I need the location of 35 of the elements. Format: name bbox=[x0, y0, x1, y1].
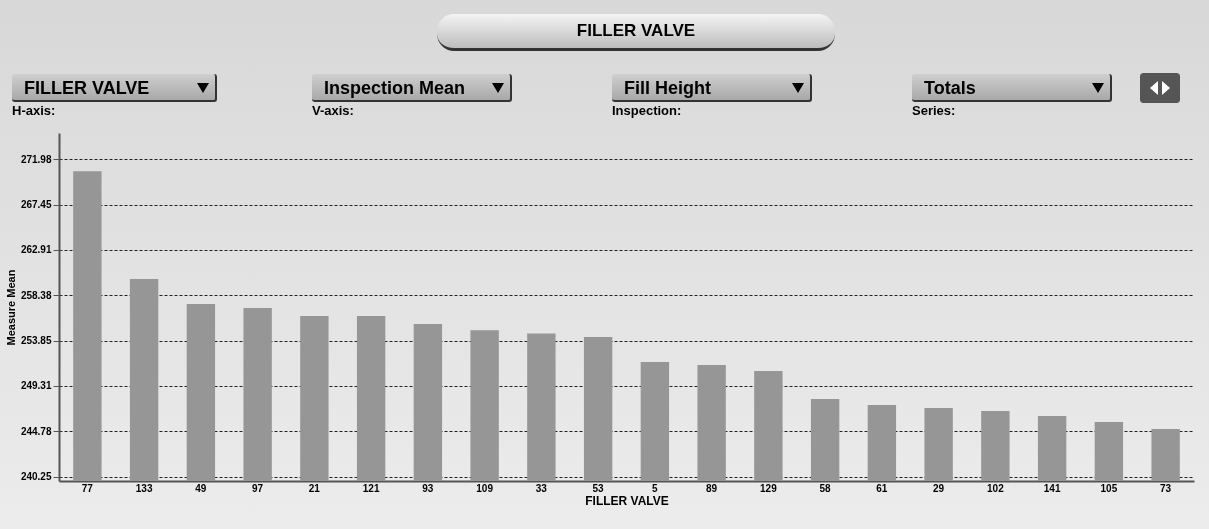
x-tick-label: 53 bbox=[592, 482, 605, 494]
y-axis-title: Measure Mean bbox=[4, 269, 17, 346]
y-tick-label: 244.78 bbox=[20, 425, 52, 437]
text: Inspection: bbox=[612, 103, 682, 118]
x-tick-label: 129 bbox=[760, 482, 778, 494]
chart-title: FILLER VALVE bbox=[437, 14, 835, 51]
x-tick-label: 77 bbox=[81, 482, 94, 494]
x-tick-label: 141 bbox=[1043, 482, 1061, 494]
text: H-axis: bbox=[12, 103, 56, 118]
x-tick-label: 105 bbox=[1100, 482, 1118, 494]
y-tick-label: 271.98 bbox=[20, 153, 52, 165]
y-tick-label: 240.25 bbox=[20, 471, 52, 482]
y-tick-label: 253.85 bbox=[20, 335, 52, 346]
x-tick-label: 109 bbox=[476, 482, 494, 494]
x-tick-label: 89 bbox=[706, 482, 718, 494]
x-tick-label: 49 bbox=[195, 482, 207, 494]
x-tick-label: 73 bbox=[1160, 482, 1172, 494]
x-tick-label: 5 bbox=[652, 482, 659, 494]
y-tick-label: 267.45 bbox=[20, 199, 52, 210]
x-tick-label: 21 bbox=[308, 482, 321, 494]
x-tick-label: 102 bbox=[987, 482, 1005, 494]
x-tick-label: 133 bbox=[135, 482, 153, 494]
x-tick-label: 29 bbox=[933, 482, 945, 494]
x-axis-title: FILLER VALVE bbox=[585, 493, 669, 508]
y-tick-label: 249.31 bbox=[20, 380, 52, 392]
x-tick-label: 121 bbox=[362, 482, 380, 494]
text: Series: bbox=[912, 103, 956, 118]
y-tick-label: 258.38 bbox=[20, 289, 52, 301]
y-tick-label: 262.91 bbox=[20, 244, 52, 256]
x-tick-label: 97 bbox=[252, 482, 264, 494]
x-tick-label: 58 bbox=[819, 482, 832, 494]
x-tick-label: 33 bbox=[535, 482, 548, 494]
text: V-axis: bbox=[312, 103, 354, 118]
x-tick-label: 61 bbox=[876, 482, 888, 494]
x-tick-label: 93 bbox=[422, 482, 434, 494]
